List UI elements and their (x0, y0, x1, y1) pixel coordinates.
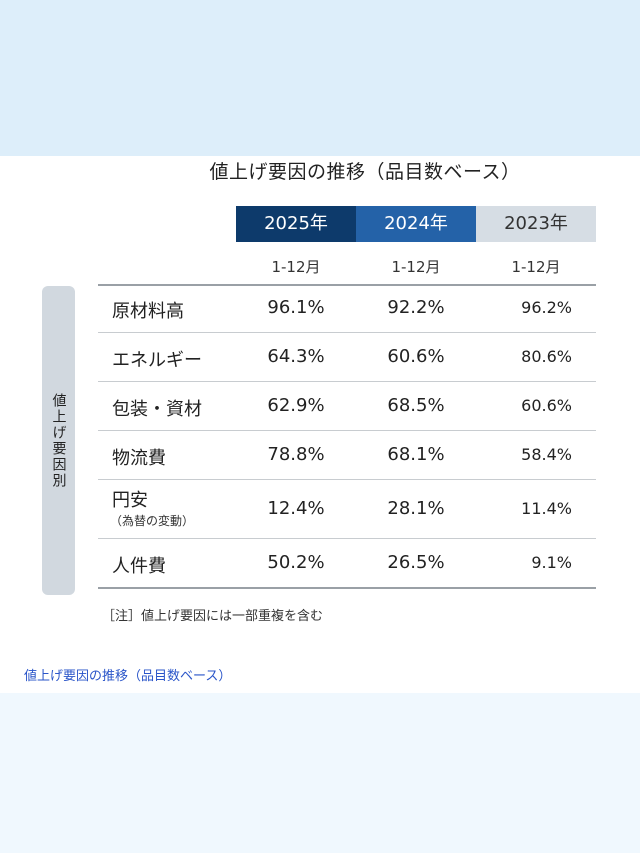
cell-value: 12.4% (267, 498, 325, 519)
row-divider (98, 538, 596, 539)
bottom-background-band (0, 693, 640, 853)
row-divider (98, 430, 596, 431)
column-header-2025: 2025年 (236, 206, 356, 242)
cell-value: 60.6% (521, 396, 572, 415)
column-header-2024: 2024年 (356, 206, 476, 242)
cell-value: 26.5% (387, 552, 445, 573)
column-period-2024: 1-12月 (391, 258, 441, 276)
row-label-packaging: 包装・資材 (112, 399, 202, 420)
cell-value: 64.3% (267, 346, 325, 367)
side-category-label: 値上げ要因別 (42, 286, 75, 595)
cell-value: 96.1% (267, 297, 325, 318)
cell-value: 11.4% (521, 499, 572, 518)
cell-value: 80.6% (521, 347, 572, 366)
cell-value: 50.2% (267, 552, 325, 573)
side-category-label-text: 値上げ要因別 (50, 392, 67, 489)
cell-value: 92.2% (387, 297, 445, 318)
top-background-band (0, 0, 640, 156)
cell-value: 78.8% (267, 444, 325, 465)
cell-value: 58.4% (521, 445, 572, 464)
row-label-labor: 人件費 (112, 556, 166, 577)
cell-value: 60.6% (387, 346, 445, 367)
table-bottom-rule (98, 587, 596, 589)
column-period-2025: 1-12月 (271, 258, 321, 276)
image-caption: 値上げ要因の推移（品目数ベース） (24, 669, 232, 684)
cell-value: 96.2% (521, 298, 572, 317)
row-label-energy: エネルギー (112, 350, 202, 371)
table-title: 値上げ要因の推移（品目数ベース） (209, 161, 521, 183)
row-divider (98, 332, 596, 333)
image-card (0, 156, 640, 693)
row-label-weak-yen: 円安 (112, 490, 148, 511)
cell-value: 62.9% (267, 395, 325, 416)
row-sublabel-exchange: （為替の変動） (110, 514, 195, 528)
cell-value: 28.1% (387, 498, 445, 519)
row-divider (98, 381, 596, 382)
table-top-rule (98, 284, 596, 286)
row-label-logistics: 物流費 (112, 448, 166, 469)
cell-value: 68.5% (387, 395, 445, 416)
cell-value: 68.1% (387, 444, 445, 465)
row-divider (98, 479, 596, 480)
column-header-2023: 2023年 (476, 206, 596, 242)
table-note: ［注］値上げ要因には一部重複を含む (102, 609, 324, 624)
column-period-2023: 1-12月 (511, 258, 561, 276)
cell-value: 9.1% (531, 553, 572, 572)
row-label-raw-materials: 原材料高 (112, 301, 184, 322)
